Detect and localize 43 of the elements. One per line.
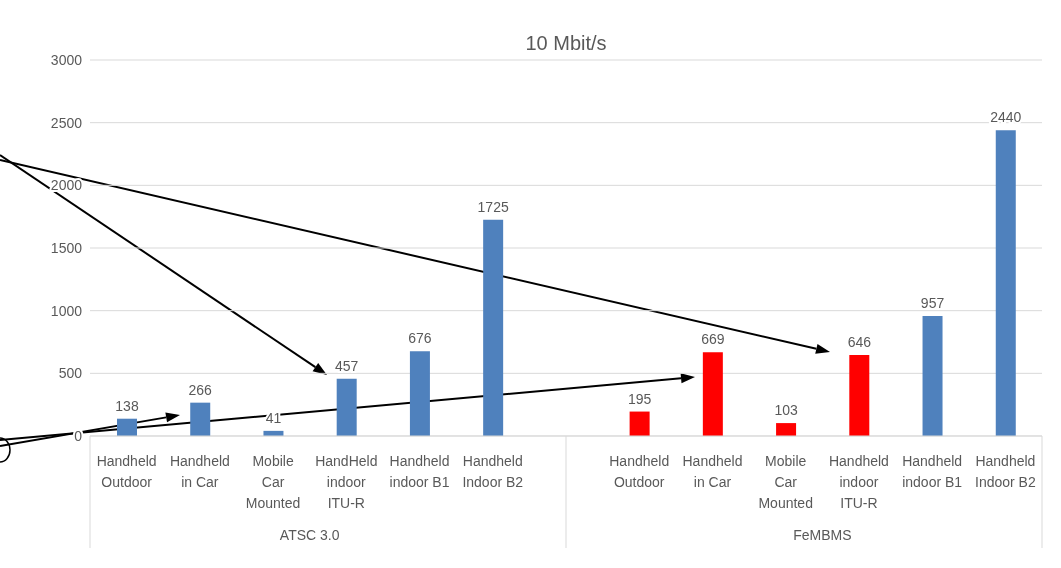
y-tick-label: 1500 xyxy=(50,239,83,256)
bar xyxy=(629,411,650,436)
x-tick-label: Handheld Indoor B2 xyxy=(975,453,1036,490)
x-tick-label: Handheld in Car xyxy=(169,453,230,490)
data-label: 1725 xyxy=(477,198,509,215)
y-tick-label: 1000 xyxy=(50,302,83,319)
x-tick-label: HandHeld indoor ITU-R xyxy=(315,453,378,511)
data-label: 266 xyxy=(188,381,213,398)
data-label: 457 xyxy=(335,357,359,374)
data-label: 646 xyxy=(847,334,872,351)
bar xyxy=(409,351,430,436)
data-label: 957 xyxy=(920,295,945,312)
x-tick-label: Handheld indoor B1 xyxy=(389,453,450,490)
y-tick-label: 3000 xyxy=(50,51,83,68)
chart-title: 10 Mbit/s xyxy=(525,32,607,54)
data-label: 195 xyxy=(627,390,652,407)
x-tick-label: Handheld Indoor B2 xyxy=(462,453,524,490)
text: FeMBMS xyxy=(793,527,852,543)
x-tick-label: Handheld Outdoor xyxy=(96,453,157,490)
data-label: 669 xyxy=(701,331,725,348)
bar xyxy=(190,402,211,436)
x-tick-label: Mobile Car Mounted xyxy=(245,453,301,511)
text: ATSC 3.0 xyxy=(279,527,340,543)
x-tick-label: Handheld indoor B1 xyxy=(902,453,963,490)
data-label: 138 xyxy=(115,397,139,414)
bar xyxy=(995,130,1016,436)
y-tick-label: 500 xyxy=(58,365,83,382)
x-tick-label: Handheld Outdoor xyxy=(609,453,670,490)
x-tick-label: Mobile Car Mounted xyxy=(758,453,813,511)
x-tick-label: Handheld in Car xyxy=(682,453,743,490)
y-tick-label: 2500 xyxy=(50,114,83,131)
bar xyxy=(702,352,723,436)
x-tick-label: Handheld indoor ITU-R xyxy=(828,453,889,511)
bar xyxy=(849,355,870,436)
data-label: 103 xyxy=(774,402,798,419)
bar xyxy=(336,378,357,436)
y-tick-label: 2000 xyxy=(50,177,83,194)
data-label: 2440 xyxy=(990,109,1022,126)
bar xyxy=(776,423,797,436)
bar xyxy=(117,418,137,436)
bar xyxy=(922,316,943,436)
data-label: 676 xyxy=(408,330,432,347)
bar xyxy=(483,219,504,436)
